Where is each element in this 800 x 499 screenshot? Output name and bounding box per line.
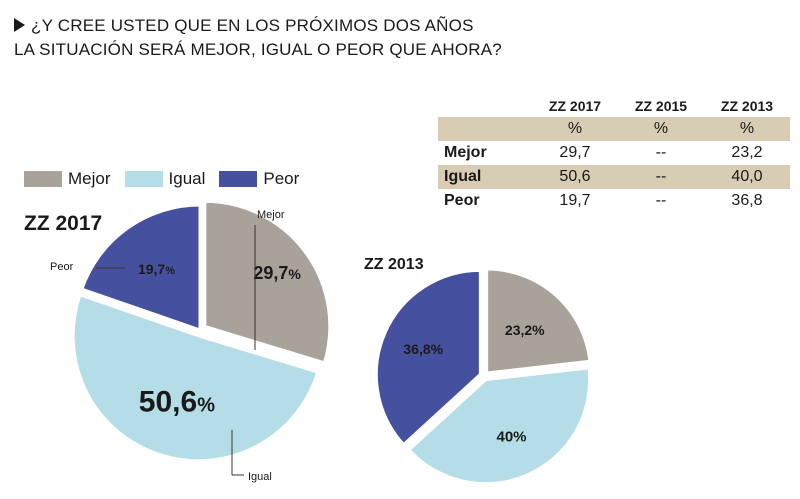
table-unit-2015: % — [653, 120, 669, 137]
comparison-table: ZZ 2017 ZZ 2015 ZZ 2013 % % % Mejor 29,7… — [438, 95, 790, 213]
table-cell: -- — [655, 192, 667, 209]
pie-zz-2013: 23,2% 40% 36,8% — [374, 267, 592, 486]
table-cell: 50,6 — [559, 168, 591, 185]
legend-label-mejor: Mejor — [68, 169, 111, 188]
table-header-2015: ZZ 2015 — [634, 98, 688, 114]
chart-title: ¿Y CREE USTED QUE EN LOS PRÓXIMOS DOS AÑ… — [14, 14, 574, 62]
table-row: Igual 50,6 -- 40,0 — [438, 165, 790, 189]
table-row-label: Igual — [444, 168, 482, 185]
callout-label-peor: Peor — [50, 261, 74, 273]
pie-value-label: 23,2% — [505, 322, 545, 338]
table-cell: 40,0 — [731, 168, 763, 185]
callout-label-mejor: Mejor — [257, 209, 285, 221]
legend-item-mejor: Mejor — [24, 169, 111, 189]
table-row-label: Peor — [444, 192, 480, 209]
pie-2017-title: ZZ 2017 — [24, 212, 103, 235]
table-cell: 23,2 — [731, 144, 763, 161]
legend-swatch-peor — [219, 171, 258, 187]
legend-item-igual: Igual — [124, 169, 206, 189]
table-row-label: Mejor — [444, 144, 487, 161]
pie-value-label: 36,8% — [403, 341, 443, 357]
callout-label-igual: Igual — [248, 471, 272, 483]
table-cell: 29,7 — [559, 144, 591, 161]
arrow-icon — [14, 18, 25, 32]
table-row: Mejor 29,7 -- 23,2 — [438, 141, 790, 165]
pie-2013-title: ZZ 2013 — [364, 256, 424, 273]
table-header-2013: ZZ 2013 — [720, 98, 774, 114]
table-cell: 19,7 — [559, 192, 591, 209]
pie-zz-2017: 29,7% 50,6% 19,7% Mejor Igual Peor — [50, 199, 332, 483]
legend-item-peor: Peor — [219, 169, 299, 189]
table-unit-2017: % — [567, 120, 583, 137]
table-cell: 36,8 — [731, 192, 763, 209]
pie-slice-mejor — [485, 267, 592, 375]
pie-value-label: 50,6% — [139, 386, 215, 419]
table-header-row: ZZ 2017 ZZ 2015 ZZ 2013 — [438, 95, 790, 117]
table-cell: -- — [655, 168, 667, 185]
table-row: Peor 19,7 -- 36,8 — [438, 189, 790, 213]
legend-swatch-igual — [124, 171, 163, 187]
pie-value-label: 19,7% — [138, 261, 175, 277]
pie-value-label: 40% — [496, 429, 526, 446]
legend-swatch-mejor — [24, 171, 62, 187]
pie-slice-peor — [79, 203, 202, 333]
table-unit-2013: % — [739, 120, 755, 137]
pie-slice-igual — [71, 292, 320, 463]
table-header-2017: ZZ 2017 — [548, 98, 602, 114]
pie-slice-igual — [406, 366, 592, 486]
pie-value-label: 29,7% — [253, 263, 301, 283]
title-line-1: ¿Y CREE USTED QUE EN LOS PRÓXIMOS DOS AÑ… — [14, 14, 574, 38]
legend-label-peor: Peor — [263, 169, 300, 188]
table-cell: -- — [655, 144, 667, 161]
title-text-1: ¿Y CREE USTED QUE EN LOS PRÓXIMOS DOS AÑ… — [31, 16, 474, 35]
legend-label-igual: Igual — [168, 169, 206, 188]
legend: Mejor Igual Peor — [24, 169, 313, 189]
pie-slice-peor — [374, 268, 482, 447]
title-line-2: LA SITUACIÓN SERÁ MEJOR, IGUAL O PEOR QU… — [14, 40, 502, 59]
table-unit-row: % % % — [438, 117, 790, 141]
pie-slice-mejor — [203, 199, 332, 365]
